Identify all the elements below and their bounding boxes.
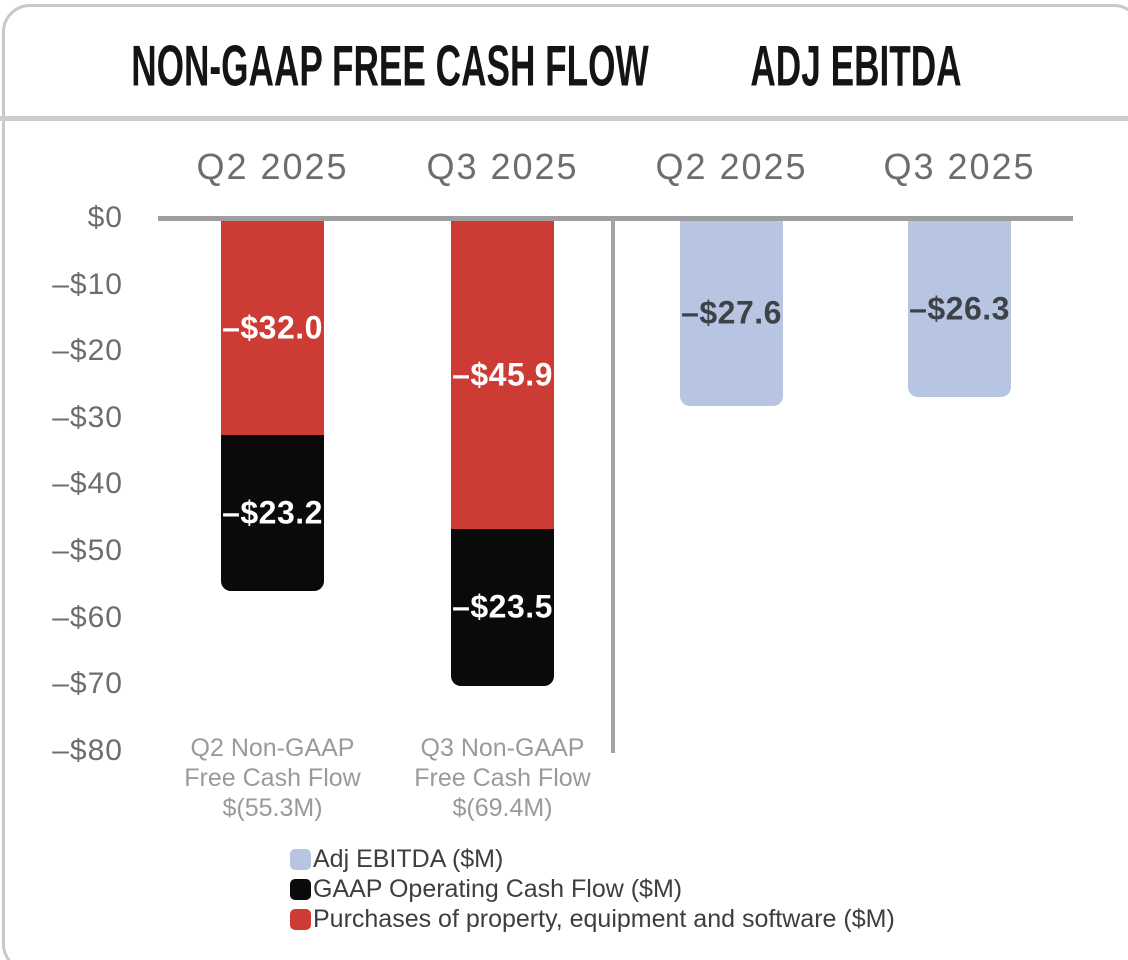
y-tick-label: –$70 [52,667,123,701]
y-tick-label: –$30 [52,400,123,434]
bar-value-label: –$23.2 [222,494,323,531]
card-border [2,4,1128,960]
y-tick-label: –$20 [52,334,123,368]
section-divider-line [611,218,615,753]
bar-footnote-line: Free Cash Flow [414,764,591,792]
y-tick-label: –$80 [52,733,123,767]
bar-footnote: Q2 Non-GAAP Free Cash Flow $(55.3M) [184,733,360,823]
section-title-adj-ebitda: ADJ EBITDA [750,33,962,99]
legend-label: Purchases of property, equipment and sof… [313,904,895,933]
y-tick-label: $0 [87,201,123,234]
legend-label: GAAP Operating Cash Flow ($M) [313,874,683,903]
column-header: Q2 2025 [196,146,349,187]
legend-item: GAAP Operating Cash Flow ($M) [290,874,895,904]
y-tick-label: –$40 [52,467,123,501]
bar-value-label: –$32.0 [222,309,323,346]
zero-axis-line [158,216,1073,221]
bar-value-label: –$26.3 [909,290,1010,327]
y-tick-label: –$60 [52,600,123,634]
legend-swatch-icon [290,878,311,900]
legend-swatch-icon [290,908,311,930]
bar-footnote-line: $(69.4M) [452,794,553,822]
bar-segment [451,528,554,686]
y-tick-label: –$50 [52,534,123,567]
bar-segment [221,435,324,591]
bar-value-label: –$23.5 [452,588,553,625]
header-divider [0,116,1128,121]
y-tick-label: –$10 [52,267,123,301]
legend-item: Adj EBITDA ($M) [290,844,895,874]
bar-segment [908,221,1011,398]
bar-footnote-line: Q2 Non-GAAP [190,734,355,762]
bar-value-label: –$45.9 [452,356,553,393]
legend-label: Adj EBITDA ($M) [313,844,504,873]
column-header: Q3 2025 [883,146,1036,187]
column-header: Q3 2025 [426,146,579,187]
legend-item: Purchases of property, equipment and sof… [290,904,895,934]
bar-footnote: Q3 Non-GAAP Free Cash Flow $(69.4M) [414,733,590,823]
bar-footnote-line: $(55.3M) [222,794,323,822]
legend-swatch-icon [290,848,311,870]
column-header: Q2 2025 [655,146,808,187]
legend: Adj EBITDA ($M) GAAP Operating Cash Flow … [290,844,895,934]
bar-footnote-line: Free Cash Flow [184,764,361,792]
bar-footnote-line: Q3 Non-GAAP [420,734,585,762]
bar-segment [680,221,783,406]
bar-value-label: –$27.6 [681,294,782,331]
bar-segment [221,221,324,436]
bar-segment [451,221,554,529]
section-title-non-gaap-fcf: NON-GAAP FREE CASH FLOW [131,33,649,99]
